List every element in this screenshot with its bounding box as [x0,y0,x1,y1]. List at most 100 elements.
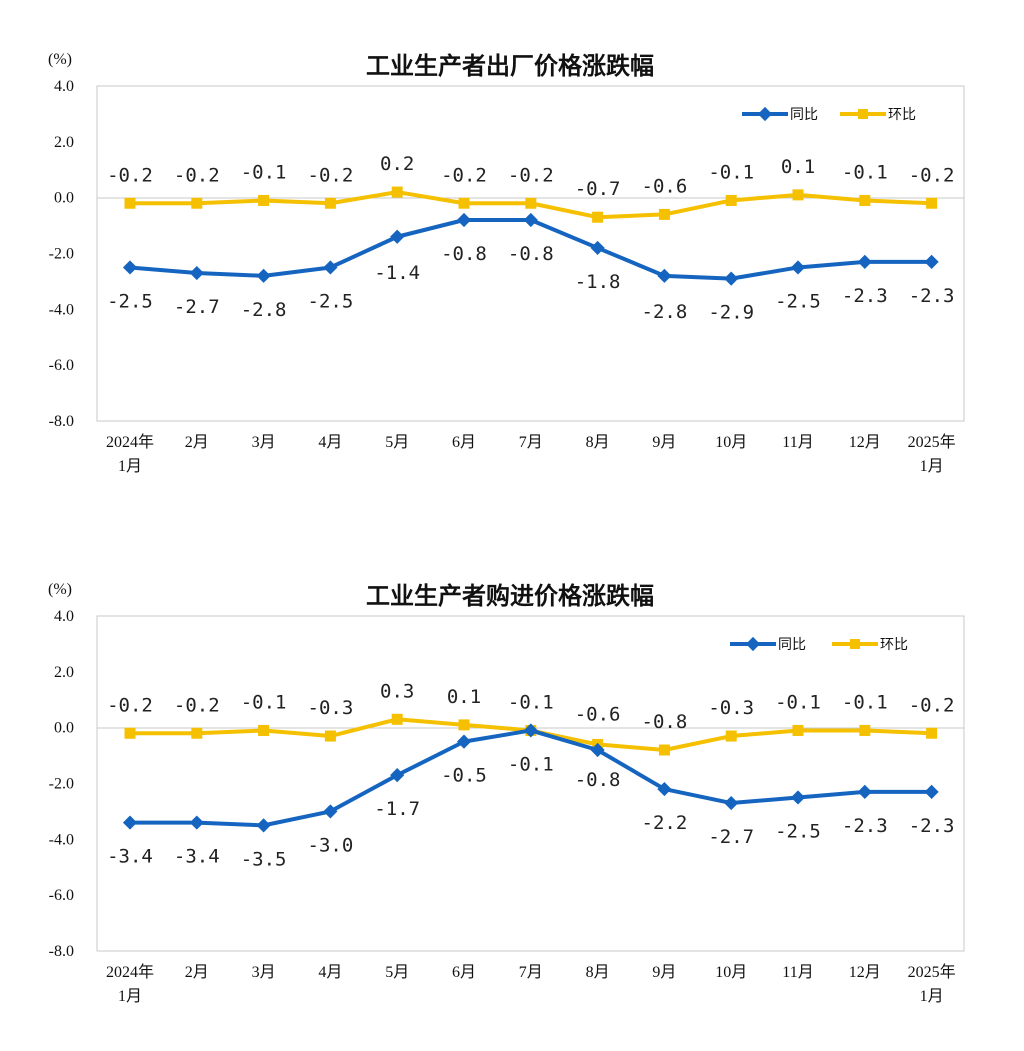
x-tick-label: 5月 [385,964,409,981]
data-label-mom: -0.8 [642,711,688,733]
data-label-mom: -0.2 [441,164,487,186]
data-label-yoy: -2.7 [708,826,754,848]
point-mom [458,719,470,731]
point-yoy [857,784,872,799]
data-label-yoy: -1.4 [374,262,420,284]
point-mom [859,194,871,206]
x-tick-label: 12月 [849,434,881,451]
point-mom [592,211,604,223]
legend: 同比 环比 [730,636,908,653]
chart-ppi-input: 工业生产者购进价格涨跌幅 (%) 同比 环比 4.0 2.0 0.0 -2.0 -4.0… [48,581,965,1005]
plot-area [96,615,965,952]
data-label-yoy: -2.9 [708,302,754,324]
point-yoy [924,254,939,269]
point-yoy [657,268,672,283]
y-tick-label: 4.0 [54,608,74,625]
point-mom [258,194,270,206]
data-label-mom: 0.3 [380,680,414,702]
point-mom [391,713,403,725]
point-yoy [456,734,472,749]
chart-ppi-output: 工业生产者出厂价格涨跌幅 (%) 同比 环比 4.0 2.0 0.0 -2.0 -4.0… [48,51,965,475]
x-tick-label: 2025年 [908,963,956,981]
legend: 同比 环比 [742,106,916,123]
data-label-mom: -0.1 [708,161,754,183]
data-label-mom: -0.2 [508,164,554,186]
data-label-mom: -0.1 [842,691,888,713]
data-label-yoy: -3.0 [308,834,354,856]
data-label-yoy: -2.8 [642,301,688,323]
y-unit-label: (%) [48,581,72,598]
point-yoy [724,795,739,811]
data-label-yoy: -2.3 [909,285,955,307]
data-label-yoy: -2.3 [842,285,888,307]
data-label-mom: 0.1 [781,156,815,178]
point-yoy [790,260,806,275]
data-label-mom: -0.1 [842,161,888,183]
y-tick-label: 0.0 [54,720,74,737]
data-label-mom: -0.2 [174,694,220,716]
point-yoy [122,815,138,830]
point-yoy [590,240,605,255]
x-tick-label: 4月 [318,964,342,981]
x-tick-label: 3月 [252,964,276,981]
point-yoy [189,265,204,281]
y-tick-label: 2.0 [54,134,74,151]
data-label-yoy: -1.7 [374,798,420,820]
y-tick-label: -2.0 [49,776,74,793]
data-label-yoy: -2.8 [241,299,287,321]
data-label-mom: -0.7 [575,178,621,200]
y-tick-label: -8.0 [49,943,74,960]
x-tick-label: 10月 [715,434,747,451]
data-label-yoy: -2.3 [909,815,955,837]
data-label-yoy: -2.5 [775,290,821,312]
point-mom [926,727,938,739]
data-label-mom: 0.2 [380,153,414,175]
y-tick-label: 4.0 [54,78,74,95]
y-tick-label: -4.0 [49,831,74,848]
point-yoy [323,260,338,275]
x-tick-label: 12月 [849,964,881,981]
data-label-mom: -0.2 [107,694,153,716]
point-yoy [523,723,538,738]
point-yoy [924,784,939,799]
data-label-mom: -0.2 [909,694,955,716]
x-tick-label: 6月 [452,434,476,451]
legend-mom-label: 环比 [880,637,908,653]
data-label-mom: -0.1 [508,691,554,713]
legend-yoy-label: 同比 [778,637,806,653]
x-tick-label: 5月 [385,434,409,451]
x-tick-label: 1月 [118,988,142,1005]
point-yoy [456,212,472,228]
legend-yoy-marker [745,636,761,652]
point-yoy [857,254,872,269]
point-mom [258,724,270,736]
data-label-yoy: -2.5 [775,820,821,842]
x-tick-label: 10月 [715,964,747,981]
point-yoy [590,742,605,758]
y-unit-label: (%) [48,51,72,68]
data-label-yoy: -2.3 [842,815,888,837]
x-tick-label: 9月 [652,964,676,981]
data-label-mom: -0.3 [708,697,754,719]
point-mom [124,727,136,739]
x-tick-label: 8月 [586,964,610,981]
y-tick-label: -2.0 [49,246,74,263]
point-yoy [724,271,739,286]
x-tick-label: 2024年 [106,433,154,451]
point-mom [324,197,336,209]
data-label-yoy: -3.4 [107,846,153,868]
data-label-yoy: -0.8 [441,243,487,265]
x-tick-label: 8月 [586,434,610,451]
legend-yoy-label: 同比 [790,107,818,123]
point-mom [658,208,670,220]
y-tick-label: 2.0 [54,664,74,681]
x-tick-label: 6月 [452,964,476,981]
plot-area [96,85,965,422]
y-tick-label: -8.0 [49,413,74,430]
legend-yoy-marker [757,106,773,122]
point-mom [458,197,470,209]
chart-title: 工业生产者出厂价格涨跌幅 [366,52,654,80]
point-yoy [256,818,271,833]
x-tick-label: 11月 [782,434,813,451]
point-mom [926,197,938,209]
